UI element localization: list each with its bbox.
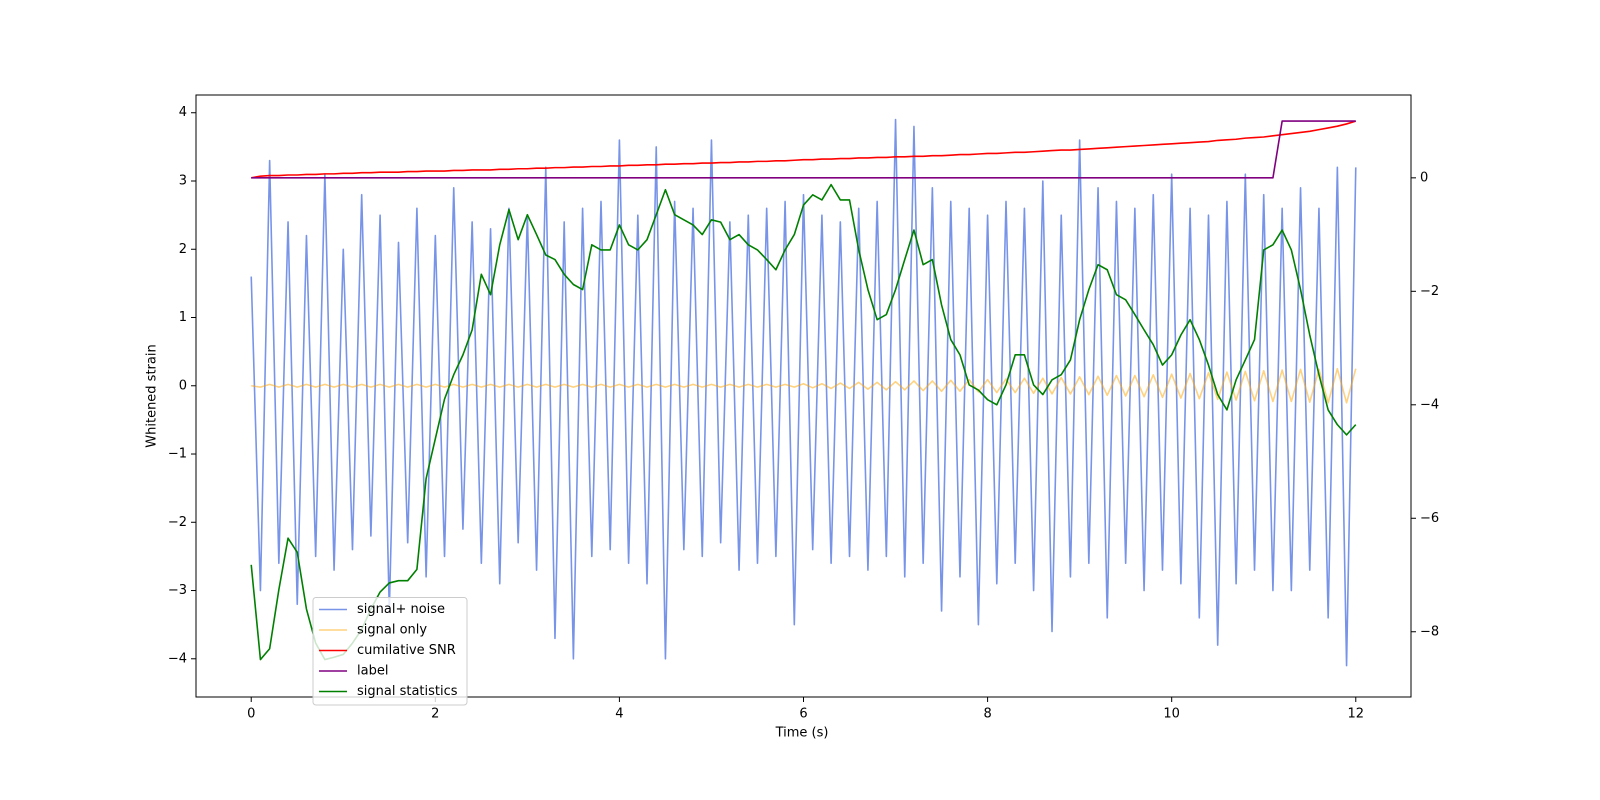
legend-box [312,597,468,706]
y-tick-label: 3 [179,174,187,189]
y-tick-label: 0 [179,378,187,393]
x-tick-label: 0 [247,707,255,722]
y-tick-label: −2 [168,515,187,530]
series-line [251,367,1357,404]
y-tick-label: 4 [179,105,187,120]
x-tick-label: 8 [983,707,991,722]
legend-label: signal statistics [357,684,458,699]
x-tick-label: 6 [799,707,807,722]
legend-label: signal+ noise [357,602,445,617]
y-tick-label: −4 [168,651,187,666]
series-line [251,120,1356,179]
legend-label: cumilative SNR [357,643,456,658]
x-tick-label: 12 [1347,707,1364,722]
legend-label: signal only [357,623,427,638]
x-tick-label: 2 [431,707,439,722]
y-tick-label: 1 [179,310,187,325]
y2-tick-label: −4 [1420,397,1439,412]
y2-tick-label: 0 [1420,170,1428,185]
y-tick-label: 2 [179,242,187,257]
y-tick-label: −3 [168,583,187,598]
y2-tick-label: −8 [1420,624,1439,639]
series-line [250,183,1357,661]
y-axis-label: Whitened strain [145,344,160,447]
series-line [251,120,1357,179]
x-tick-label: 4 [615,707,623,722]
y2-tick-label: −2 [1420,284,1439,299]
legend-label: label [357,664,388,679]
x-axis-label: Time (s) [775,726,829,741]
x-tick-label: 10 [1163,707,1180,722]
series-line [250,118,1357,667]
y2-tick-label: −6 [1420,511,1439,526]
y-tick-label: −1 [168,447,187,462]
